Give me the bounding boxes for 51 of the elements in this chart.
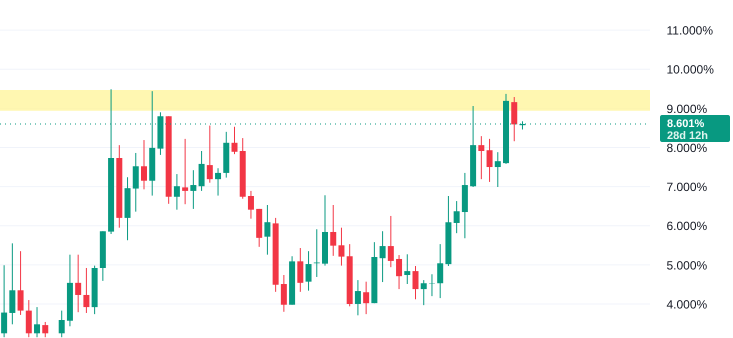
candlestick bbox=[428, 274, 435, 297]
candlestick bbox=[486, 138, 493, 182]
candlestick bbox=[26, 300, 32, 338]
y-tick-label: 6.000% bbox=[666, 219, 708, 234]
candlestick bbox=[75, 254, 82, 313]
candlestick bbox=[231, 126, 238, 155]
candlestick bbox=[396, 254, 402, 290]
candlestick bbox=[58, 310, 65, 338]
candlestick bbox=[380, 230, 386, 283]
y-tick-label: 10.000% bbox=[666, 62, 714, 77]
candlestick bbox=[354, 280, 361, 316]
y-tick-label: 4.000% bbox=[666, 297, 708, 312]
candlestick bbox=[338, 227, 344, 266]
text: 28d 12h bbox=[667, 130, 708, 142]
candlestick bbox=[18, 250, 24, 316]
candlestick bbox=[248, 190, 254, 220]
candlestick bbox=[314, 228, 320, 278]
candlestick bbox=[34, 306, 40, 338]
ref-line-label: 8.601% bbox=[667, 118, 705, 130]
candlestick bbox=[404, 254, 410, 285]
candlestick bbox=[330, 204, 336, 256]
candlestick bbox=[437, 244, 444, 299]
candlestick bbox=[306, 250, 312, 292]
candlestick bbox=[494, 152, 501, 188]
candlestick bbox=[297, 248, 304, 292]
candlestick bbox=[264, 204, 270, 256]
candlestick bbox=[280, 274, 287, 312]
candlestick bbox=[478, 136, 484, 180]
candlestick bbox=[511, 96, 518, 142]
candlestick bbox=[42, 321, 48, 338]
candlestick bbox=[132, 152, 139, 212]
candlestick bbox=[9, 242, 16, 325]
candlestick bbox=[454, 200, 460, 234]
candlestick bbox=[1, 264, 8, 338]
candlestick bbox=[388, 215, 394, 268]
candlestick bbox=[206, 125, 213, 184]
candlestick bbox=[215, 168, 222, 196]
candlestick bbox=[140, 140, 147, 190]
candlestick bbox=[412, 266, 419, 300]
candlestick bbox=[363, 281, 370, 315]
y-tick-label: 7.000% bbox=[666, 180, 708, 194]
y-tick-label: 11.000% bbox=[666, 24, 714, 38]
y-tick-label: 5.000% bbox=[666, 258, 708, 272]
candlestick bbox=[83, 267, 90, 314]
candlestick bbox=[174, 174, 180, 210]
candlestick bbox=[198, 150, 205, 192]
candlestick bbox=[182, 138, 188, 205]
y-tick-label: 9.000% bbox=[666, 102, 708, 116]
candlestick bbox=[190, 170, 196, 210]
candlestick bbox=[420, 280, 427, 306]
y-tick-label: 8.000% bbox=[666, 140, 708, 155]
